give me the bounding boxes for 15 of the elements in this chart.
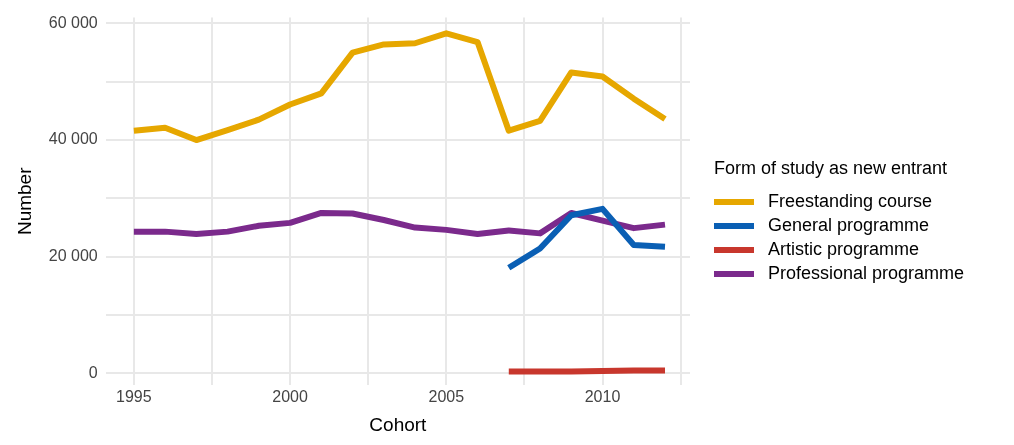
y-tick-label: 20 000 — [48, 247, 98, 265]
y-axis-title: Number — [13, 166, 35, 236]
x-tick-label: 1995 — [116, 388, 152, 406]
legend-label: Professional programme — [768, 263, 965, 284]
legend-label: General programme — [768, 215, 930, 236]
legend-label: Freestanding course — [768, 191, 933, 212]
legend-title: Form of study as new entrant — [714, 158, 949, 179]
y-tick-label: 60 000 — [48, 13, 98, 31]
x-tick-label: 2005 — [428, 388, 465, 406]
x-tick-label: 2000 — [272, 388, 308, 406]
y-tick-label: 40 000 — [48, 130, 98, 148]
x-tick-label: 2010 — [584, 388, 621, 406]
legend-label: Artistic programme — [768, 239, 920, 260]
x-axis-title: Cohort — [369, 413, 428, 435]
y-tick-label: 0 — [88, 363, 98, 381]
